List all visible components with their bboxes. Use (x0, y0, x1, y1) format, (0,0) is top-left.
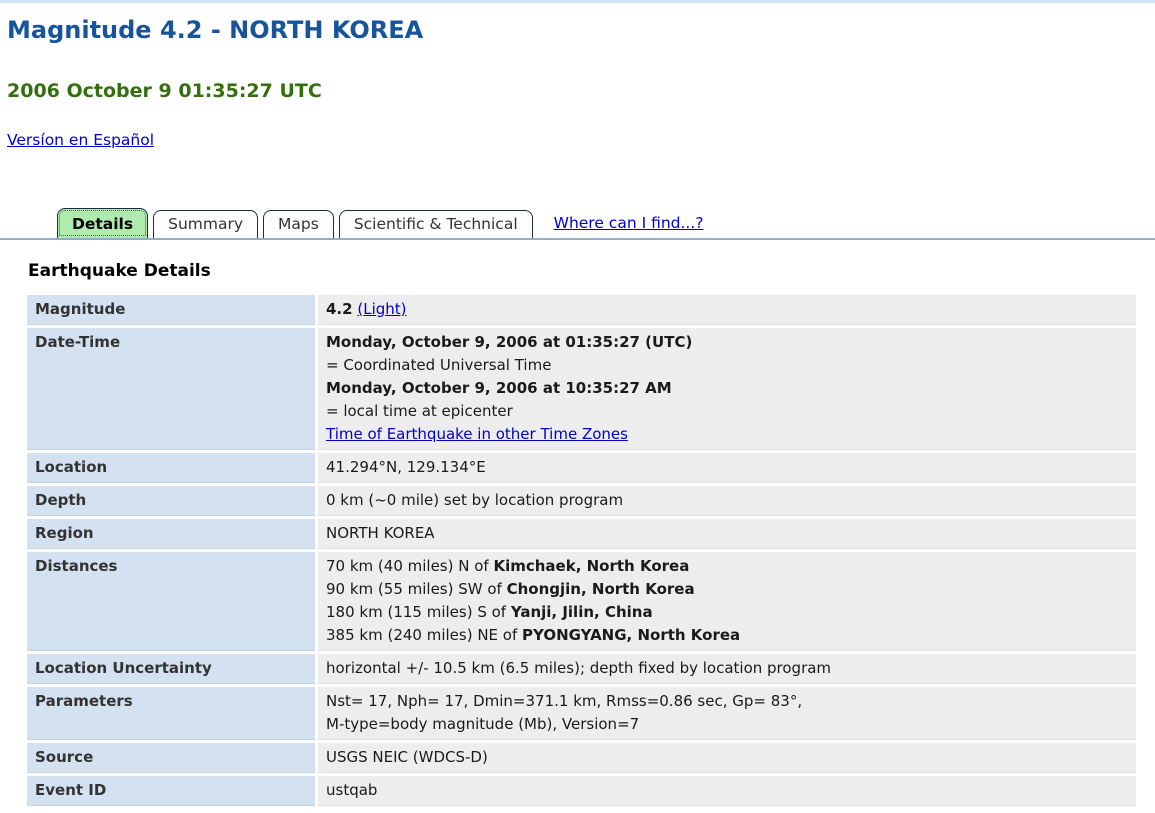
event-datetime-heading: 2006 October 9 01:35:27 UTC (7, 80, 322, 102)
value-link[interactable]: Time of Earthquake in other Time Zones (326, 425, 628, 443)
value-text: M-type=body magnitude (Mb), Version=7 (326, 715, 640, 733)
value-text-bold: Monday, October 9, 2006 at 10:35:27 AM (326, 379, 672, 397)
page-title: Magnitude 4.2 - NORTH KOREA (7, 16, 424, 44)
tab-maps[interactable]: Maps (263, 210, 334, 238)
earthquake-details-table: Magnitude 4.2 (Light) Date-Time Monday, Oct… (24, 292, 1139, 809)
value-text: = Coordinated Universal Time (326, 356, 552, 374)
row-value: NORTH KOREA (318, 519, 1136, 549)
table-row: Depth 0 km (~0 mile) set by location prog… (27, 486, 1136, 516)
value-text: 70 km (40 miles) N of (326, 557, 494, 575)
value-text-bold: Yanji, Jilin, China (510, 603, 653, 621)
tab-bar: Details Summary Maps Scientific & Technical… (0, 208, 1155, 240)
tab-details[interactable]: Details (57, 208, 149, 238)
tabs-mount: Details Summary Maps Scientific & Technical (57, 208, 538, 238)
value-text: Nst= 17, Nph= 17, Dmin=371.1 km, Rmss=0.… (326, 692, 803, 710)
row-label: Location Uncertainty (27, 654, 315, 684)
value-text: 90 km (55 miles) SW of (326, 580, 507, 598)
spanish-version-link-row: Versíon en Español (7, 131, 1155, 149)
table-row: Parameters Nst= 17, Nph= 17, Dmin=371.1 k… (27, 687, 1136, 740)
value-text: ustqab (326, 781, 378, 799)
row-label: Magnitude (27, 295, 315, 325)
earthquake-details-heading: Earthquake Details (28, 261, 211, 281)
table-row: Location Uncertainty horizontal +/- 10.5 … (27, 654, 1136, 684)
row-label: Distances (27, 552, 315, 651)
row-value: 70 km (40 miles) N of Kimchaek, North Ko… (318, 552, 1136, 651)
value-text: = local time at epicenter (326, 402, 513, 420)
row-label: Source (27, 743, 315, 773)
row-value: USGS NEIC (WDCS-D) (318, 743, 1136, 773)
table-row: Magnitude 4.2 (Light) (27, 295, 1136, 325)
value-text: 180 km (115 miles) S of (326, 603, 511, 621)
table-row: Source USGS NEIC (WDCS-D) (27, 743, 1136, 773)
row-value: 41.294°N, 129.134°E (318, 453, 1136, 483)
table-row: Region NORTH KOREA (27, 519, 1136, 549)
value-text-bold: Chongjin, North Korea (506, 580, 695, 598)
table-row: Event ID ustqab (27, 776, 1136, 806)
value-text-bold: Kimchaek, North Korea (493, 557, 690, 575)
table-row: Distances 70 km (40 miles) N of Kimchaek,… (27, 552, 1136, 651)
value-text: 41.294°N, 129.134°E (326, 458, 486, 476)
value-text-bold: 4.2 (326, 300, 353, 318)
row-value: 4.2 (Light) (318, 295, 1136, 325)
value-link[interactable]: (Light) (357, 300, 407, 318)
row-value: 0 km (~0 mile) set by location program (318, 486, 1136, 516)
row-value: ustqab (318, 776, 1136, 806)
row-label: Location (27, 453, 315, 483)
value-text-bold: PYONGYANG, North Korea (522, 626, 741, 644)
row-value: horizontal +/- 10.5 km (6.5 miles); dept… (318, 654, 1136, 684)
row-value: Nst= 17, Nph= 17, Dmin=371.1 km, Rmss=0.… (318, 687, 1136, 740)
tabs-area: Details Summary Maps Scientific & Technical… (0, 208, 1155, 240)
table-row: Location 41.294°N, 129.134°E (27, 453, 1136, 483)
tab-summary[interactable]: Summary (153, 210, 259, 238)
row-label: Date-Time (27, 328, 315, 450)
row-value: Monday, October 9, 2006 at 01:35:27 (UTC… (318, 328, 1136, 450)
row-label: Depth (27, 486, 315, 516)
row-label: Region (27, 519, 315, 549)
value-text: USGS NEIC (WDCS-D) (326, 748, 488, 766)
row-label: Event ID (27, 776, 315, 806)
value-text: horizontal +/- 10.5 km (6.5 miles); dept… (326, 659, 832, 677)
spanish-version-link[interactable]: Versíon en Español (7, 131, 155, 149)
value-text: NORTH KOREA (326, 524, 435, 542)
table-row: Date-Time Monday, October 9, 2006 at 01:3… (27, 328, 1136, 450)
row-label: Parameters (27, 687, 315, 740)
value-text: 385 km (240 miles) NE of (326, 626, 523, 644)
value-text: 0 km (~0 mile) set by location program (326, 491, 624, 509)
where-can-i-find-link[interactable]: Where can I find...? (553, 214, 704, 232)
value-text-bold: Monday, October 9, 2006 at 01:35:27 (UTC… (326, 333, 693, 351)
tab-scientific-technical[interactable]: Scientific & Technical (338, 210, 533, 238)
